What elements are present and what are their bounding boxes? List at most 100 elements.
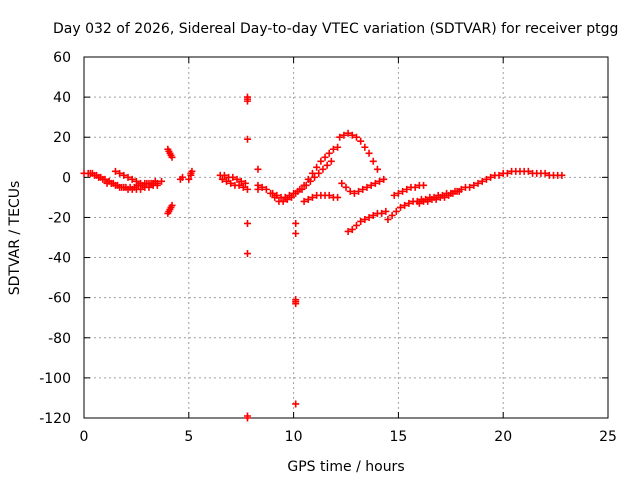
data-point — [350, 189, 358, 197]
data-point — [344, 129, 352, 137]
data-point — [466, 183, 474, 191]
y-tick-label: -100 — [39, 371, 71, 387]
data-point — [340, 131, 348, 139]
data-point — [344, 227, 352, 235]
y-tick-label: -20 — [48, 210, 71, 226]
data-point — [405, 199, 413, 207]
data-point — [306, 177, 314, 185]
data-point — [302, 181, 310, 189]
x-tick-label: 5 — [184, 429, 193, 445]
y-tick-label: -120 — [39, 411, 71, 427]
data-point — [541, 169, 549, 177]
data-point — [107, 179, 115, 187]
data-point — [334, 143, 342, 151]
data-point — [338, 179, 346, 187]
data-point — [359, 185, 367, 193]
data-point — [325, 191, 333, 199]
data-point — [241, 179, 249, 187]
data-point — [327, 157, 335, 165]
data-point — [367, 181, 375, 189]
data-point — [243, 250, 251, 258]
data-point — [384, 215, 392, 223]
data-point — [396, 203, 404, 211]
data-point — [319, 165, 327, 173]
data-point — [503, 169, 511, 177]
data-point — [317, 157, 325, 165]
data-point — [168, 153, 176, 161]
data-point — [323, 161, 331, 169]
data-point — [185, 175, 193, 183]
data-point — [227, 179, 235, 187]
data-point — [365, 213, 373, 221]
data-point — [294, 187, 302, 195]
y-tick-label: -40 — [48, 251, 71, 267]
data-point — [378, 209, 386, 217]
data-point — [558, 171, 566, 179]
data-point — [382, 207, 390, 215]
x-tick-label: 20 — [494, 429, 512, 445]
y-tick-label: 20 — [53, 130, 71, 146]
data-point — [457, 185, 465, 193]
data-point — [298, 185, 306, 193]
plot-frame — [83, 56, 609, 419]
data-point — [441, 193, 449, 201]
data-point — [348, 131, 356, 139]
data-point — [128, 175, 136, 183]
data-point — [474, 179, 482, 187]
data-point — [403, 185, 411, 193]
data-point — [243, 414, 251, 422]
grid-lines — [84, 57, 608, 418]
data-point — [321, 153, 329, 161]
data-point — [346, 187, 354, 195]
data-point — [495, 171, 503, 179]
data-point — [233, 175, 241, 183]
data-point — [453, 187, 461, 195]
data-point — [111, 181, 119, 189]
x-axis-label: GPS time / hours — [287, 459, 404, 475]
data-point — [229, 173, 237, 181]
data-point — [285, 191, 293, 199]
data-point — [300, 197, 308, 205]
data-point — [243, 219, 251, 227]
data-point — [258, 183, 266, 191]
axis-ticks: 0 5 10 15 20 25 -120 -100 -80 -60 -40 -20 0 20 40 60 — [39, 50, 617, 445]
data-point — [235, 181, 243, 189]
data-point — [313, 163, 321, 171]
data-point — [137, 185, 145, 193]
data-point — [218, 175, 226, 183]
data-point — [334, 193, 342, 201]
data-point — [179, 173, 187, 181]
data-point — [348, 225, 356, 233]
data-point — [371, 179, 379, 187]
y-tick-label: 40 — [53, 90, 71, 106]
data-point — [223, 177, 231, 185]
y-tick-label: 60 — [53, 50, 71, 66]
data-point — [188, 167, 196, 175]
data-point — [120, 171, 128, 179]
data-point — [424, 197, 432, 205]
data-point — [376, 177, 384, 185]
data-point — [361, 143, 369, 151]
data-point — [388, 211, 396, 219]
data-point — [239, 183, 247, 191]
data-point — [415, 199, 423, 207]
data-point — [99, 175, 107, 183]
data-point — [315, 169, 323, 177]
data-point — [357, 137, 365, 145]
x-tick-label: 0 — [80, 429, 89, 445]
data-point — [292, 219, 300, 227]
data-point — [336, 133, 344, 141]
data-point — [281, 193, 289, 201]
y-axis-label: SDTVAR / TECUs — [7, 181, 23, 296]
data-point — [237, 177, 245, 185]
data-point — [304, 195, 312, 203]
data-point — [394, 189, 402, 197]
data-point — [120, 183, 128, 191]
data-point — [116, 169, 124, 177]
data-point — [254, 185, 262, 193]
data-point — [392, 207, 400, 215]
data-point — [153, 179, 161, 187]
data-point — [399, 187, 407, 195]
data-point — [124, 173, 132, 181]
x-tick-label: 15 — [389, 429, 407, 445]
